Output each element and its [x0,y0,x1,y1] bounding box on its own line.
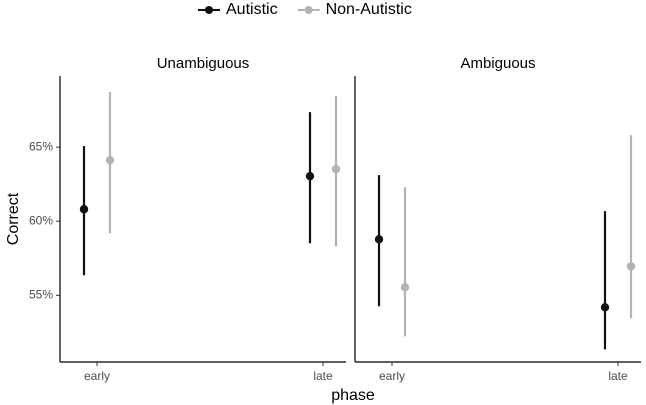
point [105,155,115,165]
x-axis-title: phase [331,387,375,404]
x-tick-label: early [84,369,110,383]
strip-title: Ambiguous [460,55,535,72]
y-tick-label: 55% [29,287,53,301]
y-axis-title: Correct [5,192,22,245]
x-tick-label: early [379,369,405,383]
legend-label: Non-Autistic [326,1,412,18]
x-tick-label: late [608,369,628,383]
point [600,303,610,312]
point [400,283,410,292]
point [626,262,636,271]
point [79,205,89,214]
point [374,235,384,244]
y-tick-label: 65% [29,139,53,153]
legend-key-point [304,6,313,14]
strip-title: Unambiguous [157,55,250,72]
legend-label: Autistic [226,1,278,18]
point [305,171,315,181]
y-tick-label: 60% [29,213,53,227]
legend-key-point [205,6,213,14]
x-tick-label: late [313,369,333,383]
point [331,165,341,174]
